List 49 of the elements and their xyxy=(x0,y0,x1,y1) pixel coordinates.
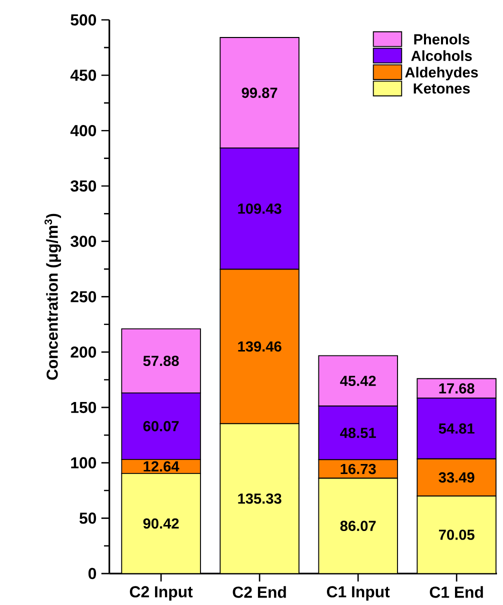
bar xyxy=(220,37,300,149)
y-tick-label: 450 xyxy=(70,70,96,81)
x-tick-label: C1 End xyxy=(430,586,483,598)
y-tick-label: 50 xyxy=(80,512,96,524)
data-label: 33.49 xyxy=(438,472,474,483)
data-label: 135.33 xyxy=(238,493,282,504)
legend-label: Ketones xyxy=(414,83,470,94)
bar xyxy=(416,398,496,460)
y-tick-label: 350 xyxy=(70,180,96,192)
y-tick-label: 200 xyxy=(70,346,96,358)
bar xyxy=(318,355,398,406)
data-label: 86.07 xyxy=(340,520,376,532)
y-tick-label: 500 xyxy=(70,14,96,26)
data-label: 16.73 xyxy=(340,464,376,474)
legend-label: Aldehydes xyxy=(405,66,478,80)
data-label: 60.07 xyxy=(143,421,179,432)
bar xyxy=(318,406,398,460)
y-axis-title: Concentration (μg/m$^{3}$) xyxy=(44,214,62,380)
bar xyxy=(220,148,300,270)
bar xyxy=(416,496,496,574)
data-label: 70.05 xyxy=(439,530,474,540)
bar xyxy=(416,458,496,496)
data-label: 48.51 xyxy=(340,428,376,438)
data-label: 99.87 xyxy=(242,88,278,98)
y-tick-label: 250 xyxy=(70,291,96,302)
data-label: 17.68 xyxy=(439,383,474,394)
bar xyxy=(220,423,300,574)
data-label: 54.81 xyxy=(438,423,474,434)
y-tick-label: 400 xyxy=(70,124,96,136)
bar xyxy=(220,268,300,424)
legend-label: Phenols xyxy=(414,34,470,44)
bar xyxy=(121,328,201,394)
bar xyxy=(318,478,398,574)
data-label: 57.88 xyxy=(143,356,179,366)
legend-label: Alcohols xyxy=(411,50,472,61)
bar xyxy=(121,472,201,574)
y-tick-label: 100 xyxy=(71,457,96,468)
y-tick-label: 150 xyxy=(71,402,96,414)
y-tick-label: 0 xyxy=(88,568,96,580)
bar xyxy=(121,392,201,460)
data-label: 90.42 xyxy=(143,518,179,529)
y-tick-label: 300 xyxy=(70,236,96,247)
x-tick-label: C2 Input xyxy=(130,586,193,601)
data-label: 139.46 xyxy=(238,341,282,352)
x-tick-label: C1 Input xyxy=(326,586,390,601)
x-tick-label: C2 End xyxy=(232,586,286,598)
data-label: 109.43 xyxy=(238,204,282,214)
data-label: 45.42 xyxy=(340,376,376,386)
data-label: 12.64 xyxy=(144,461,180,472)
